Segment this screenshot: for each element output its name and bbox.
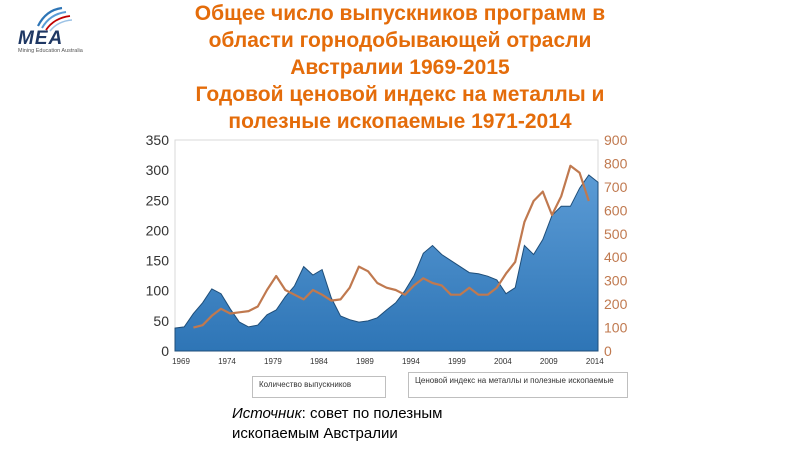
- source-note: Источник: совет по полезным ископаемым А…: [232, 404, 522, 444]
- title-line-1: Общее число выпускников программ в: [194, 2, 606, 25]
- y-right-tick-label: 300: [604, 273, 628, 289]
- y-right-tick-label: 800: [604, 155, 628, 171]
- source-label: Источник: [232, 405, 302, 422]
- y-left-tick-label: 0: [161, 343, 169, 359]
- x-tick-label: 1974: [218, 357, 236, 366]
- y-right-tick-label: 100: [604, 320, 628, 336]
- x-tick-label: 1989: [356, 357, 374, 366]
- y-right-tick-label: 600: [604, 202, 628, 218]
- x-tick-label: 1969: [172, 357, 190, 366]
- legend-box-price-index: Ценовой индекс на металлы и полезные иск…: [408, 372, 628, 398]
- y-left-tick-label: 150: [146, 253, 170, 269]
- title-line-5: полезные ископаемые 1971-2014: [228, 110, 572, 133]
- x-tick-label: 1984: [310, 357, 328, 366]
- y-left-tick-label: 50: [153, 313, 169, 329]
- y-right-tick-label: 500: [604, 226, 628, 242]
- legend-label-graduates: Количество выпускников: [259, 380, 352, 389]
- y-right-tick-label: 400: [604, 249, 628, 265]
- logo: MEA Mining Education Australia: [10, 6, 100, 56]
- x-tick-label: 1999: [448, 357, 466, 366]
- y-left-tick-label: 100: [146, 283, 170, 299]
- page-title: Общее число выпускников программ в облас…: [100, 0, 700, 135]
- x-tick-label: 2004: [494, 357, 512, 366]
- x-tick-label: 2009: [540, 357, 558, 366]
- source-text: : совет по полезным ископаемым Австралии: [232, 405, 443, 442]
- y-left-tick-label: 300: [146, 162, 170, 178]
- y-left-tick-label: 200: [146, 222, 170, 238]
- y-right-tick-label: 700: [604, 179, 628, 195]
- logo-swoosh-icon: [37, 6, 72, 32]
- x-tick-label: 1979: [264, 357, 282, 366]
- y-right-tick-label: 200: [604, 296, 628, 312]
- title-line-2: области горнодобывающей отрасли: [208, 29, 592, 52]
- title-line-4: Годовой ценовой индекс на металлы и: [195, 83, 605, 106]
- logo-word: MEA: [18, 28, 64, 49]
- y-right-tick-label: 0: [604, 343, 612, 359]
- logo-tagline: Mining Education Australia: [18, 48, 83, 54]
- x-tick-label: 2014: [586, 357, 604, 366]
- y-left-tick-label: 250: [146, 192, 170, 208]
- x-tick-label: 1994: [402, 357, 420, 366]
- y-right-tick-label: 900: [604, 132, 628, 148]
- y-left-tick-label: 350: [146, 132, 170, 148]
- price-index-line: [193, 164, 590, 329]
- legend-label-price-index: Ценовой индекс на металлы и полезные иск…: [415, 376, 614, 385]
- graduates-area: [174, 174, 599, 352]
- title-line-3: Австралии 1969-2015: [290, 56, 510, 79]
- legend-box-graduates: Количество выпускников: [252, 376, 386, 398]
